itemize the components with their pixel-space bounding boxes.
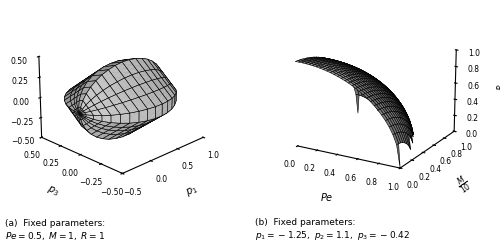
X-axis label: $p_1$: $p_1$: [184, 183, 200, 199]
Y-axis label: $\frac{M}{10}$: $\frac{M}{10}$: [453, 172, 475, 197]
Y-axis label: $p_3$: $p_3$: [46, 183, 62, 199]
X-axis label: $Pe$: $Pe$: [320, 192, 334, 203]
Text: (b)  Fixed parameters:
$p_1 = -1.25,\ p_2 = 1.1,\ p_3 = -0.42$: (b) Fixed parameters: $p_1 = -1.25,\ p_2…: [255, 218, 410, 242]
Text: (a)  Fixed parameters:
$Pe = 0.5,\ M = 1,\ R = 1$: (a) Fixed parameters: $Pe = 0.5,\ M = 1,…: [5, 219, 105, 242]
